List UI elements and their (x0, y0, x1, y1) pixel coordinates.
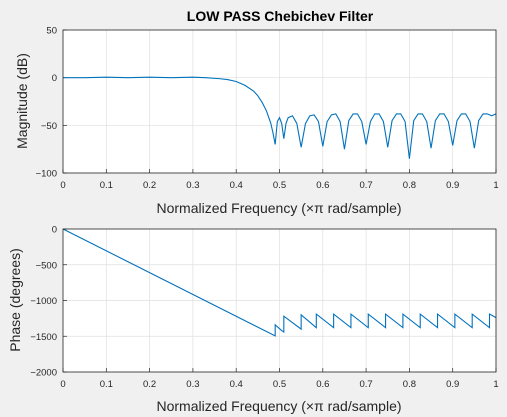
magnitude-x-tick-label: 0.6 (316, 180, 329, 191)
magnitude-x-tick-label: 0 (60, 180, 65, 191)
phase-axes-frame (62, 228, 497, 373)
phase-y-tick-label: −2000 (30, 368, 57, 379)
magnitude-x-tick-label: 0.1 (100, 180, 113, 191)
phase-plot: 0 0.1 0.2 0.3 0.4 0.5 0.6 0.7 0.8 0.9 1 0 −500 −1000… (7, 225, 499, 415)
magnitude-y-tick-label: −50 (41, 121, 57, 132)
phase-x-tick-label: 1 (493, 379, 498, 390)
magnitude-x-axis-label: Normalized Frequency (×π rad/sample) (156, 200, 401, 216)
phase-x-tick-label: 0.8 (403, 379, 416, 390)
magnitude-x-tick-label: 0.5 (273, 180, 286, 191)
magnitude-response-line (63, 76, 497, 159)
magnitude-x-tick-label: 0.3 (186, 180, 199, 191)
magnitude-x-tick-label: 0.2 (143, 180, 156, 191)
magnitude-y-axis-label: Magnitude (dB) (14, 53, 30, 149)
phase-y-tick-label: −1000 (30, 296, 57, 307)
magnitude-x-tick-label: 0.4 (230, 180, 243, 191)
phase-x-tick-label: 0.3 (186, 379, 199, 390)
phase-x-tick-label: 0.7 (359, 379, 372, 390)
phase-x-tick-label: 0.4 (230, 379, 243, 390)
phase-x-tick-label: 0.1 (100, 379, 113, 390)
magnitude-plot: 0 0.1 0.2 0.3 0.4 0.5 0.6 0.7 0.8 0.9 1 50 0 −50 −100… (14, 26, 499, 217)
magnitude-y-tick-label: −100 (36, 169, 57, 180)
phase-x-ticks: 0 0.1 0.2 0.3 0.4 0.5 0.6 0.7 0.8 0.9 1 (60, 368, 499, 390)
phase-x-axis-label: Normalized Frequency (×π rad/sample) (156, 398, 401, 414)
phase-x-tick-label: 0.6 (316, 379, 329, 390)
magnitude-y-tick-label: 50 (46, 26, 57, 37)
phase-y-tick-label: −500 (36, 260, 57, 271)
phase-y-ticks: 0 −500 −1000 −1500 −2000 (30, 225, 67, 379)
phase-y-tick-label: 0 (52, 225, 57, 236)
phase-y-axis-label: Phase (degrees) (7, 248, 23, 352)
phase-y-tick-label: −1500 (30, 332, 57, 343)
magnitude-axes-frame (62, 29, 497, 174)
phase-x-tick-label: 0.9 (446, 379, 459, 390)
figure-title: LOW PASS Chebichev Filter (187, 8, 374, 24)
magnitude-x-tick-label: 0.9 (446, 180, 459, 191)
magnitude-y-tick-label: 0 (52, 73, 57, 84)
phase-x-tick-label: 0.5 (273, 379, 286, 390)
magnitude-x-tick-label: 1 (493, 180, 498, 191)
phase-response-line (62, 228, 497, 337)
magnitude-x-ticks: 0 0.1 0.2 0.3 0.4 0.5 0.6 0.7 0.8 0.9 1 (60, 169, 499, 191)
magnitude-x-tick-label: 0.8 (403, 180, 416, 191)
phase-x-tick-label: 0.2 (143, 379, 156, 390)
phase-x-tick-label: 0 (60, 379, 65, 390)
magnitude-x-tick-label: 0.7 (359, 180, 372, 191)
